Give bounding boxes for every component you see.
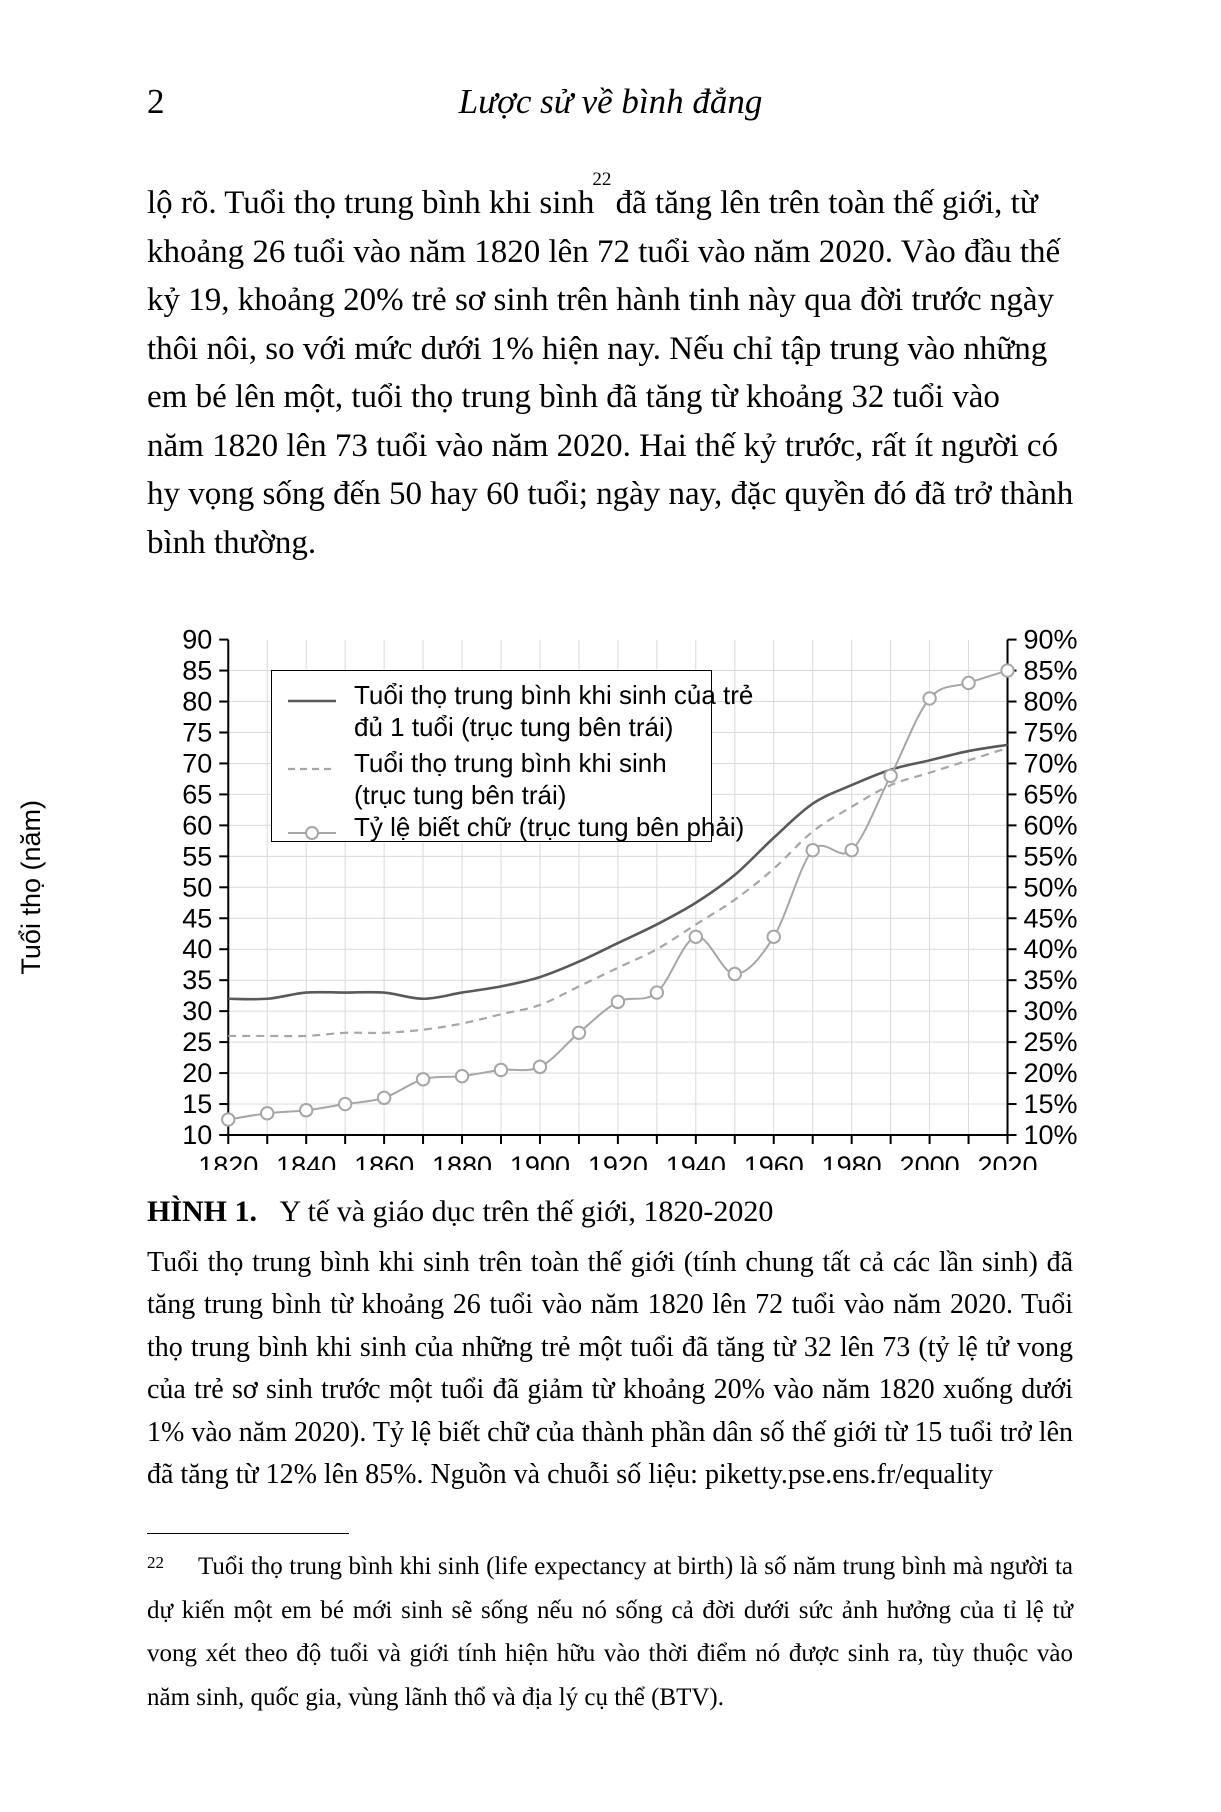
svg-text:1840: 1840: [276, 1151, 336, 1170]
svg-text:70: 70: [182, 748, 212, 778]
svg-text:30: 30: [182, 996, 212, 1026]
svg-text:65: 65: [182, 779, 212, 809]
svg-text:90: 90: [182, 625, 212, 655]
svg-text:80: 80: [182, 687, 212, 717]
svg-text:65%: 65%: [1024, 779, 1078, 809]
svg-text:90%: 90%: [1024, 625, 1078, 655]
svg-text:70%: 70%: [1024, 748, 1078, 778]
svg-text:1960: 1960: [744, 1151, 804, 1170]
svg-text:25%: 25%: [1024, 1027, 1078, 1057]
svg-text:1920: 1920: [588, 1151, 648, 1170]
svg-text:30%: 30%: [1024, 996, 1078, 1026]
svg-text:50%: 50%: [1024, 872, 1078, 902]
svg-text:55: 55: [182, 841, 212, 871]
svg-text:1900: 1900: [510, 1151, 570, 1170]
svg-text:85%: 85%: [1024, 656, 1078, 686]
svg-text:1880: 1880: [432, 1151, 492, 1170]
svg-text:2020: 2020: [977, 1151, 1037, 1170]
svg-text:1980: 1980: [822, 1151, 882, 1170]
svg-text:10%: 10%: [1024, 1120, 1078, 1150]
svg-text:55%: 55%: [1024, 841, 1078, 871]
svg-text:15%: 15%: [1024, 1089, 1078, 1119]
svg-text:60%: 60%: [1024, 810, 1078, 840]
svg-text:40: 40: [182, 934, 212, 964]
svg-text:50: 50: [182, 872, 212, 902]
svg-text:2000: 2000: [900, 1151, 960, 1170]
svg-text:85: 85: [182, 656, 212, 686]
svg-text:45: 45: [182, 903, 212, 933]
svg-text:20: 20: [182, 1058, 212, 1088]
svg-text:20%: 20%: [1024, 1058, 1078, 1088]
svg-text:45%: 45%: [1024, 903, 1078, 933]
svg-text:10: 10: [182, 1120, 212, 1150]
svg-text:60: 60: [182, 810, 212, 840]
svg-text:Tuổi thọ (năm): Tuổi thọ (năm): [16, 800, 46, 975]
svg-text:35%: 35%: [1024, 965, 1078, 995]
svg-text:15: 15: [182, 1089, 212, 1119]
svg-text:75: 75: [182, 717, 212, 747]
svg-text:1860: 1860: [354, 1151, 414, 1170]
svg-text:35: 35: [182, 965, 212, 995]
svg-text:25: 25: [182, 1027, 212, 1057]
svg-text:40%: 40%: [1024, 934, 1078, 964]
svg-text:1940: 1940: [666, 1151, 726, 1170]
svg-text:80%: 80%: [1024, 687, 1078, 717]
svg-text:75%: 75%: [1024, 717, 1078, 747]
svg-text:1820: 1820: [198, 1151, 258, 1170]
